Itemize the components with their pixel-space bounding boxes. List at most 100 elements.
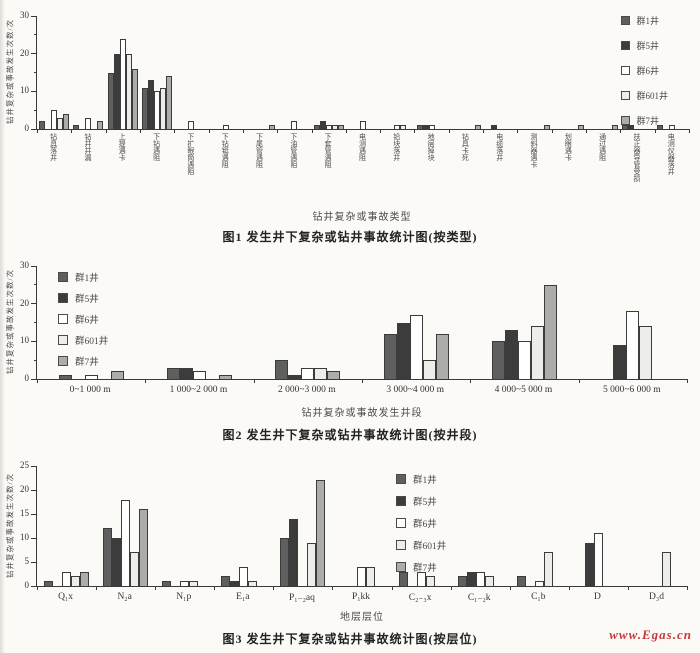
legend-swatch-icon	[396, 518, 406, 528]
y-minor-tick	[34, 109, 37, 111]
bar-群6井	[222, 125, 229, 129]
x-tick	[37, 586, 38, 590]
bar-群6井	[593, 533, 603, 586]
x-category-label: E₁a	[236, 592, 250, 602]
bar-group	[58, 371, 124, 379]
x-category-label: N₂a	[117, 592, 132, 602]
figure-3: 钻井复杂或事故发生次数/次 0 5 10 15 20 25 Q₁x N₂a N₁p E₁a P₁₋…	[0, 450, 700, 653]
legend-item: 群6井	[621, 64, 668, 77]
bar-群7井	[474, 125, 481, 129]
bar-群601井	[639, 326, 653, 379]
x-category-label: 钻具卡死	[461, 133, 470, 161]
x-tick	[470, 379, 472, 383]
bar-group	[107, 38, 138, 129]
y-tick-label: 20	[20, 297, 29, 308]
bar-群7井	[166, 76, 173, 129]
x-tick	[551, 129, 553, 133]
x-tick	[273, 586, 275, 590]
x-category-label: P₁kk	[351, 592, 371, 602]
bar-群7井	[80, 571, 90, 586]
bar-group	[383, 314, 449, 379]
bar-group	[313, 121, 344, 129]
bar-群601井	[484, 576, 494, 586]
legend-label: 群5井	[413, 498, 437, 508]
y-tick	[31, 585, 37, 587]
legend-item: 群601井	[58, 333, 108, 347]
bar-group	[600, 311, 665, 379]
bar-群6井	[85, 117, 92, 129]
x-tick	[517, 129, 519, 133]
bar-群1井	[398, 571, 408, 586]
x-tick	[139, 129, 141, 133]
figure-2-y-axis-label: 钻井复杂或事故发生次数/次	[5, 268, 15, 375]
y-minor-tick	[34, 359, 37, 361]
x-tick	[208, 129, 210, 133]
bar-group	[221, 566, 266, 586]
bar-群1井	[656, 125, 663, 129]
bar-群5井	[179, 367, 193, 379]
x-tick	[380, 129, 382, 133]
y-tick	[31, 537, 37, 539]
x-tick	[620, 129, 622, 133]
bar-群1井	[58, 375, 72, 379]
bar-群1井	[73, 125, 80, 129]
bar-群7井	[612, 125, 619, 129]
bar-群7井	[63, 113, 70, 129]
bar-群6井	[51, 110, 58, 129]
legend-swatch-icon	[58, 356, 68, 366]
x-tick	[253, 379, 255, 383]
legend-swatch-icon	[621, 91, 631, 100]
y-minor-tick	[34, 72, 37, 73]
bar-群1井	[280, 538, 290, 586]
legend-label: 群1井	[636, 16, 659, 26]
bar-group	[457, 571, 503, 586]
x-category-label: 下油管遇阻	[289, 133, 298, 168]
x-category-label: 0~1 000 m	[69, 385, 111, 395]
x-tick	[627, 586, 629, 590]
bar-group	[39, 110, 70, 129]
bar-group	[166, 367, 232, 379]
x-category-label: 地层掉块	[427, 133, 436, 161]
x-tick	[174, 129, 176, 133]
bar-群7井	[139, 509, 149, 586]
bar-群7井	[337, 125, 344, 129]
bar-群1井	[516, 576, 526, 586]
bar-群6井	[357, 566, 367, 586]
x-category-label: 下套管遇阻	[324, 133, 333, 168]
x-tick	[654, 129, 656, 133]
bar-群5井	[466, 571, 476, 586]
y-tick-label: 5	[24, 556, 30, 566]
bar-群7井	[316, 480, 326, 586]
bar-group	[491, 284, 557, 379]
bar-group	[103, 499, 149, 586]
bar-群1井	[166, 367, 180, 379]
bar-群1井	[491, 341, 505, 379]
figure-2-x-axis-title: 钻井复杂或事故发生井段	[301, 408, 423, 419]
bar-group	[176, 121, 206, 129]
legend-label: 群6井	[413, 520, 437, 530]
y-tick-label: 30	[20, 10, 29, 20]
legend-swatch-icon	[396, 540, 406, 550]
x-tick	[71, 129, 73, 133]
y-tick-label: 10	[20, 532, 29, 542]
bar-群5井	[504, 330, 518, 379]
x-category-label: C₂₋₃x	[408, 593, 432, 603]
x-tick	[105, 129, 107, 133]
legend-item: 群5井	[396, 494, 446, 508]
bar-群7井	[218, 375, 232, 379]
bar-群6井	[416, 571, 426, 586]
y-tick	[31, 561, 37, 563]
x-category-label: 5 000~6 000 m	[602, 385, 661, 395]
legend-swatch-icon	[58, 314, 68, 324]
x-tick	[578, 379, 580, 383]
bar-group	[576, 533, 621, 586]
x-category-label: 4 000~5 000 m	[494, 385, 553, 395]
legend-swatch-icon	[396, 562, 406, 572]
x-category-label: 下钻遇阻	[152, 133, 161, 161]
legend-swatch-icon	[621, 66, 631, 75]
figure-3-caption: 图3 发生井下复杂或钻井事故统计图(按层位)	[222, 632, 478, 646]
y-tick	[31, 465, 37, 467]
bar-群6井	[180, 581, 190, 586]
legend-item: 群601井	[396, 538, 446, 552]
legend-label: 群601井	[75, 337, 109, 347]
